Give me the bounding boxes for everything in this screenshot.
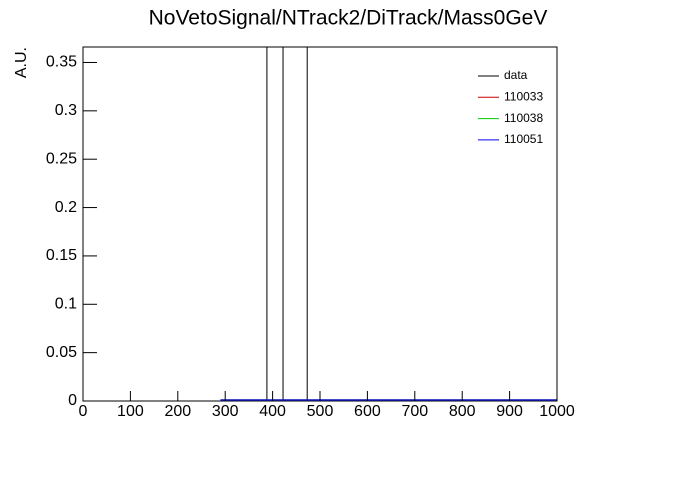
x-tick-label: 300 <box>212 403 239 420</box>
legend-label: data <box>504 68 528 82</box>
x-tick-label: 800 <box>449 403 476 420</box>
y-axis-label: A.U. <box>13 47 30 78</box>
y-tick-label: 0.25 <box>46 150 77 167</box>
x-tick-label: 700 <box>401 403 428 420</box>
y-tick-label: 0.05 <box>46 344 77 361</box>
y-tick-label: 0.2 <box>55 199 77 216</box>
legend-label: 110051 <box>504 132 543 146</box>
y-tick-label: 0.15 <box>46 247 77 264</box>
y-tick-label: 0.1 <box>55 295 77 312</box>
x-tick-label: 0 <box>79 403 88 420</box>
x-tick-label: 100 <box>117 403 144 420</box>
x-tick-label: 200 <box>164 403 191 420</box>
chart-title: NoVetoSignal/NTrack2/DiTrack/Mass0GeV <box>149 7 548 30</box>
x-tick-label: 500 <box>307 403 334 420</box>
legend-label: 110038 <box>504 111 543 125</box>
y-tick-label: 0 <box>68 392 77 409</box>
legend-label: 110033 <box>504 89 543 103</box>
y-tick-label: 0.3 <box>55 102 77 119</box>
x-tick-label: 1000 <box>539 403 575 420</box>
plot-area <box>220 47 557 401</box>
x-tick-label: 600 <box>354 403 381 420</box>
x-tick-label: 900 <box>496 403 523 420</box>
x-tick-label: 400 <box>259 403 286 420</box>
y-tick-label: 0.35 <box>46 54 77 71</box>
